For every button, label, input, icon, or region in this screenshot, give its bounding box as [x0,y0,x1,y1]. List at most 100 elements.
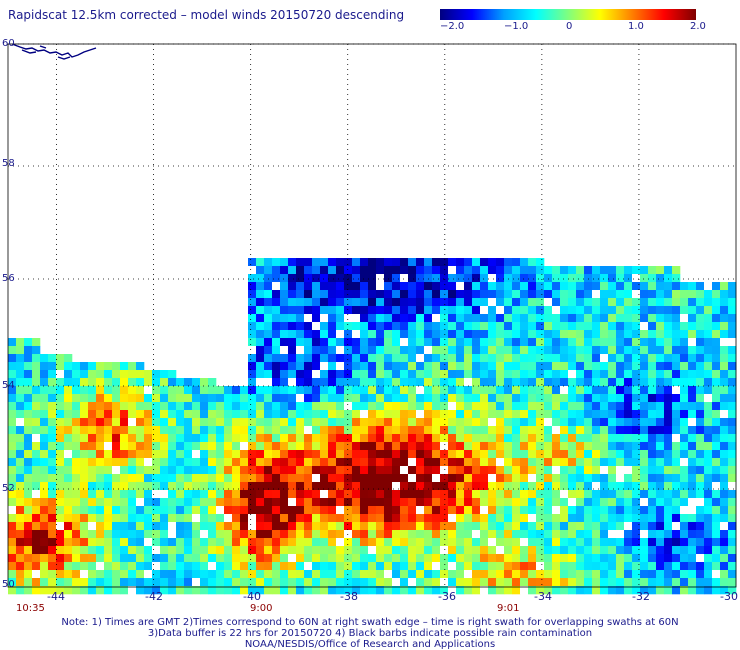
wind-cell [616,330,625,339]
wind-cell [488,282,497,291]
wind-cell [600,426,609,435]
wind-cell [728,554,737,563]
wind-cell [592,498,601,507]
wind-cell [472,354,481,363]
wind-cell [536,498,545,507]
wind-cell [712,498,721,507]
wind-cell [568,282,577,291]
wind-cell [544,498,553,507]
wind-cell [352,554,361,563]
wind-cell [600,338,609,347]
wind-cell [328,546,337,555]
wind-cell [528,266,537,275]
wind-cell [648,442,657,451]
wind-cell [504,434,513,443]
wind-cell [632,522,641,531]
wind-cell [360,482,369,491]
wind-cell [640,474,649,483]
wind-cell [432,362,441,371]
wind-cell [88,458,97,467]
wind-cell [408,338,417,347]
wind-cell [664,466,673,475]
wind-cell [168,514,177,523]
wind-cell [576,274,585,283]
wind-cell [704,530,713,539]
wind-cell [704,514,713,523]
wind-cell [440,530,449,539]
wind-cell [448,378,457,387]
wind-cell [720,490,729,499]
wind-cell [16,354,25,363]
wind-cell [680,410,689,419]
wind-cell [184,530,193,539]
wind-cell [272,258,281,267]
wind-cell [392,386,401,395]
wind-cell [344,530,353,539]
wind-cell [280,442,289,451]
wind-cell [576,458,585,467]
wind-cell [184,514,193,523]
wind-cell [240,410,249,419]
wind-cell [248,330,257,339]
wind-cell [384,386,393,395]
wind-cell [600,282,609,291]
wind-cell [240,522,249,531]
wind-cell [72,578,81,587]
wind-cell [352,546,361,555]
wind-cell [200,546,209,555]
wind-cell [720,506,729,515]
wind-cell [256,522,265,531]
wind-cell [424,458,433,467]
wind-cell [656,386,665,395]
wind-cell [384,394,393,403]
wind-cell [360,498,369,507]
wind-cell [552,362,561,371]
wind-cell [640,586,649,595]
wind-cell [472,322,481,331]
wind-cell [576,450,585,459]
wind-cell [656,266,665,275]
wind-cell [688,330,697,339]
wind-cell [224,554,233,563]
wind-cell [456,362,465,371]
wind-cell [632,394,641,403]
wind-cell [688,498,697,507]
wind-cell [208,402,217,411]
wind-cell [208,442,217,451]
wind-cell [392,258,401,267]
wind-cell [336,538,345,547]
wind-cell [344,546,353,555]
wind-cell [368,418,377,427]
wind-cell [536,410,545,419]
wind-cell [720,578,729,587]
wind-cell [376,490,385,499]
wind-cell [456,498,465,507]
wind-cells [8,258,737,595]
wind-cell [448,442,457,451]
wind-cell [32,458,41,467]
wind-cell [592,418,601,427]
wind-cell [424,546,433,555]
wind-cell [544,290,553,299]
wind-cell [672,554,681,563]
wind-cell [560,474,569,483]
wind-cell [640,530,649,539]
wind-cell [168,442,177,451]
wind-cell [632,330,641,339]
wind-cell [408,530,417,539]
wind-cell [192,426,201,435]
wind-cell [416,370,425,379]
wind-cell [48,546,57,555]
wind-cell [496,330,505,339]
wind-cell [240,506,249,515]
wind-cell [696,290,705,299]
wind-cell [168,538,177,547]
wind-cell [112,554,121,563]
wind-cell [504,474,513,483]
wind-cell [328,362,337,371]
wind-cell [312,538,321,547]
wind-cell [56,554,65,563]
wind-cell [568,386,577,395]
wind-cell [488,538,497,547]
wind-cell [624,530,633,539]
